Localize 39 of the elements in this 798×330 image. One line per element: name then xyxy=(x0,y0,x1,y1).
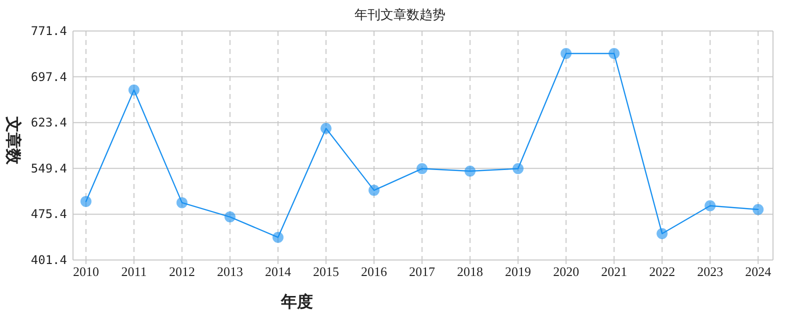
x-tick-label: 2016 xyxy=(361,264,388,279)
point xyxy=(464,166,476,177)
x-tick-label: 2013 xyxy=(216,264,243,279)
point xyxy=(80,196,92,207)
point xyxy=(416,163,428,174)
point xyxy=(752,204,764,215)
x-tick-label: 2014 xyxy=(265,264,292,279)
x-tick-label: 2015 xyxy=(313,264,340,279)
point xyxy=(560,48,572,60)
point xyxy=(320,122,332,134)
x-tick-label: 2022 xyxy=(649,264,676,279)
x-tick-label: 2019 xyxy=(505,264,532,279)
y-tick-label: 549.4 xyxy=(30,161,67,176)
point xyxy=(368,184,380,196)
y-axis-title: 文章数 xyxy=(4,116,22,166)
point xyxy=(224,211,236,222)
x-tick-label: 2021 xyxy=(601,264,628,279)
y-tick-label: 697.4 xyxy=(30,70,67,84)
x-tick-label: 2018 xyxy=(457,264,484,279)
point xyxy=(176,197,188,208)
y-tick-label: 771.4 xyxy=(30,24,67,38)
x-tick-label: 2023 xyxy=(697,264,724,279)
y-tick-label: 401.4 xyxy=(30,253,67,267)
x-tick-label: 2012 xyxy=(168,264,195,279)
x-tick-label: 2017 xyxy=(409,264,436,279)
point xyxy=(128,84,140,96)
x-tick-label: 2020 xyxy=(553,264,580,279)
x-tick-label: 2010 xyxy=(72,264,99,279)
x-tick-label: 2024 xyxy=(745,264,772,279)
point xyxy=(272,232,284,243)
chart-title: 年刊文章数趋势 xyxy=(354,7,446,22)
y-tick-label: 623.4 xyxy=(30,116,67,130)
point xyxy=(512,163,524,174)
point xyxy=(656,228,668,240)
y-tick-label: 475.4 xyxy=(30,207,67,222)
x-tick-label: 2011 xyxy=(121,264,147,279)
x-axis-title: 年度 xyxy=(280,292,313,311)
point xyxy=(704,200,716,212)
point xyxy=(608,48,620,60)
